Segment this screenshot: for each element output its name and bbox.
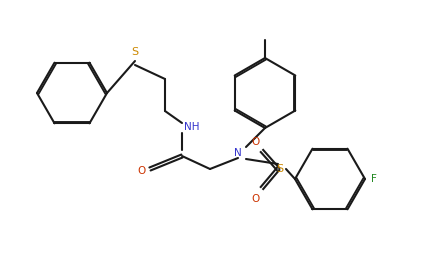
Text: N: N: [234, 148, 242, 158]
Text: O: O: [252, 194, 260, 204]
Text: O: O: [252, 137, 260, 147]
Text: O: O: [138, 166, 146, 176]
Text: S: S: [276, 164, 283, 174]
Text: S: S: [131, 47, 139, 57]
Text: F: F: [371, 174, 377, 184]
Text: NH: NH: [184, 122, 199, 132]
